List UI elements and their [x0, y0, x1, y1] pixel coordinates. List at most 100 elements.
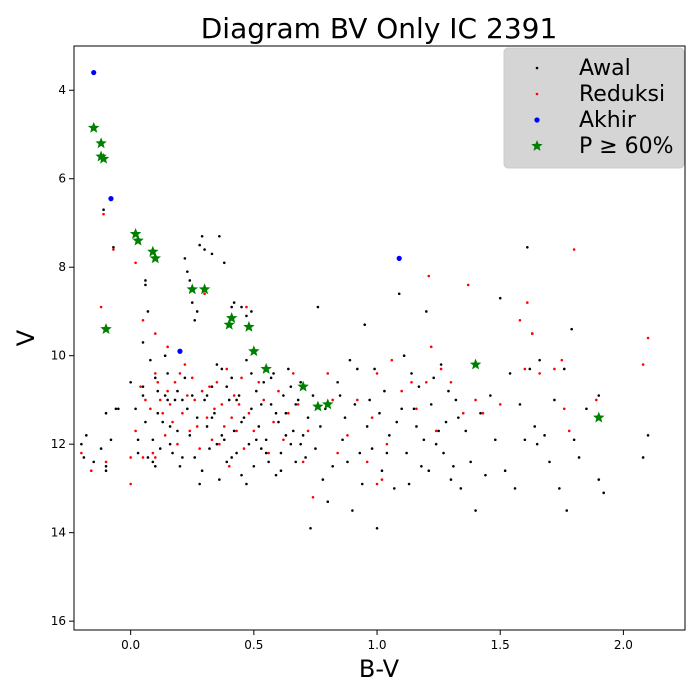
data-point — [385, 442, 389, 446]
data-point — [149, 407, 152, 411]
data-point — [210, 385, 214, 388]
data-point — [553, 367, 556, 371]
data-point — [311, 495, 315, 499]
data-point — [99, 305, 103, 309]
data-point — [80, 451, 83, 455]
y-tick-label: 8 — [58, 260, 66, 274]
plot-area-frame — [73, 45, 686, 631]
data-point — [420, 465, 423, 468]
data-point — [166, 345, 169, 349]
data-point — [322, 398, 334, 410]
data-point — [141, 319, 145, 322]
data-point — [279, 469, 283, 473]
data-point — [257, 425, 261, 428]
data-point — [457, 416, 460, 419]
data-point — [346, 434, 349, 437]
data-point — [203, 398, 206, 402]
data-point — [326, 372, 330, 375]
data-point — [469, 358, 482, 370]
data-point — [269, 376, 273, 380]
data-point — [195, 416, 199, 419]
data-point — [235, 398, 238, 402]
data-point — [262, 380, 266, 384]
data-point — [240, 473, 243, 477]
data-point — [220, 403, 224, 406]
data-point — [437, 429, 440, 433]
data-point — [178, 465, 182, 468]
data-point — [181, 398, 184, 402]
data-point — [597, 394, 601, 397]
data-point — [314, 447, 317, 450]
data-point — [427, 274, 431, 278]
data-point — [176, 442, 179, 446]
data-point — [151, 451, 155, 455]
data-point — [439, 363, 443, 366]
data-point — [390, 358, 394, 362]
data-point — [641, 456, 645, 459]
x-tick-label: 1.5 — [491, 638, 510, 652]
legend-marker — [535, 92, 539, 96]
data-point — [533, 425, 537, 428]
data-point — [259, 403, 263, 406]
data-point — [230, 416, 233, 419]
data-point — [279, 451, 283, 455]
data-point — [538, 358, 541, 362]
data-point — [312, 400, 324, 412]
data-point — [287, 411, 290, 415]
data-point — [321, 478, 325, 481]
data-point — [538, 372, 541, 375]
data-point — [267, 451, 270, 455]
data-point — [267, 460, 270, 464]
data-point — [370, 416, 374, 419]
data-point — [134, 407, 137, 411]
data-point — [526, 301, 529, 304]
data-point — [156, 389, 160, 393]
data-point — [255, 438, 258, 442]
data-point — [117, 407, 120, 411]
data-point — [108, 196, 114, 202]
data-point — [240, 376, 243, 380]
data-point — [299, 380, 302, 384]
data-point — [149, 358, 152, 362]
data-point — [297, 380, 309, 392]
data-point — [166, 372, 169, 375]
data-point — [489, 394, 492, 397]
data-point — [577, 456, 581, 459]
data-point — [232, 429, 236, 433]
data-point — [306, 429, 310, 433]
data-point — [237, 403, 241, 406]
data-point — [88, 121, 100, 133]
data-point — [144, 283, 147, 287]
data-point — [498, 403, 502, 406]
data-point — [245, 358, 248, 362]
data-point — [95, 137, 107, 149]
data-point — [91, 69, 97, 76]
data-point — [161, 420, 164, 424]
data-point — [154, 372, 157, 375]
data-point — [503, 469, 507, 473]
data-point — [82, 456, 86, 459]
data-point — [459, 487, 463, 490]
data-point — [368, 398, 371, 402]
data-point — [378, 411, 381, 415]
data-point — [434, 442, 438, 446]
data-point — [585, 407, 588, 411]
data-point — [346, 460, 349, 464]
data-point — [570, 327, 573, 331]
data-point — [484, 473, 487, 477]
data-point — [245, 314, 248, 318]
data-point — [259, 447, 263, 450]
data-point — [213, 411, 216, 415]
data-point — [198, 283, 211, 295]
legend-label: Akhir — [579, 108, 637, 133]
y-tick-label: 14 — [51, 526, 66, 540]
data-point — [232, 301, 236, 304]
data-point — [147, 245, 159, 257]
data-point — [447, 389, 450, 393]
data-point — [380, 478, 384, 481]
data-point — [186, 407, 189, 411]
data-point — [146, 456, 150, 459]
data-point — [95, 150, 107, 162]
data-point — [284, 411, 288, 415]
